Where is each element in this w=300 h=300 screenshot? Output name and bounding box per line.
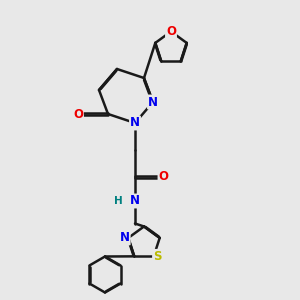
Text: N: N <box>148 95 158 109</box>
Text: N: N <box>120 231 130 244</box>
Text: O: O <box>73 107 83 121</box>
Text: O: O <box>166 25 176 38</box>
Text: S: S <box>153 250 161 263</box>
Text: N: N <box>130 116 140 130</box>
Text: H: H <box>114 196 123 206</box>
Text: O: O <box>158 170 169 184</box>
Text: N: N <box>130 194 140 208</box>
